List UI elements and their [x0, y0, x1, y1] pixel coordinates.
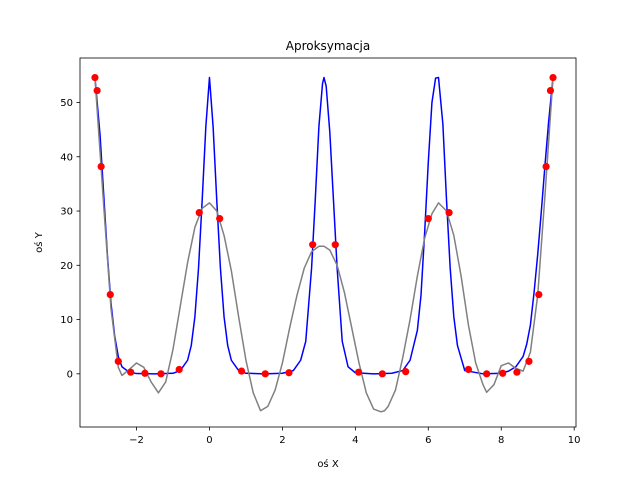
series-line-2	[94, 77, 554, 413]
plot-area	[91, 73, 557, 413]
data-point-26	[525, 357, 533, 365]
data-point-18	[378, 370, 386, 378]
data-point-11	[216, 215, 224, 223]
y-tick-label: 40	[60, 152, 73, 163]
x-tick-label: 8	[498, 435, 504, 446]
data-point-8	[157, 370, 165, 378]
data-point-23	[483, 370, 491, 378]
y-tick-label: 30	[60, 207, 73, 218]
data-point-6	[127, 368, 135, 376]
data-point-13	[261, 370, 269, 378]
data-point-28	[542, 162, 550, 171]
data-point-24	[499, 369, 507, 377]
data-point-10	[195, 209, 203, 217]
data-point-20	[424, 215, 432, 223]
x-tick-label: 10	[568, 435, 581, 446]
data-point-3	[97, 162, 105, 171]
data-point-21	[445, 209, 453, 217]
y-tick-label: 0	[67, 369, 73, 380]
data-point-7	[141, 369, 149, 377]
x-tick-label: 0	[206, 435, 212, 446]
axes-frame	[79, 57, 577, 428]
data-point-22	[464, 365, 473, 374]
x-tick-label: 6	[425, 435, 431, 446]
data-point-27	[535, 290, 543, 299]
x-tick-label: −2	[129, 435, 144, 446]
data-point-19	[402, 368, 410, 376]
data-point-17	[355, 368, 363, 376]
data-point-12	[237, 367, 246, 375]
data-point-14	[285, 369, 293, 377]
data-point-29	[546, 86, 555, 95]
x-axis-label: oś X	[317, 458, 339, 470]
y-tick-label: 50	[60, 98, 73, 109]
axis-ticks: −2 0 2 4 6 8 10 0 10 20 30 40 50	[60, 98, 580, 446]
x-tick-label: 2	[279, 435, 285, 446]
chart-title: Aproksymacja	[286, 39, 370, 53]
series-line-1	[94, 76, 554, 375]
y-axis-label: oś Y	[33, 231, 45, 253]
x-tick-label: 4	[352, 435, 358, 446]
data-point-1	[91, 73, 99, 82]
data-point-4	[106, 290, 114, 299]
data-point-15	[309, 241, 317, 249]
data-point-9	[175, 365, 183, 374]
y-tick-label: 10	[60, 315, 73, 326]
data-point-25	[513, 368, 521, 376]
data-point-30	[549, 73, 557, 82]
y-tick-label: 20	[60, 261, 73, 272]
data-point-16	[331, 241, 339, 249]
data-point-5	[114, 357, 122, 365]
data-point-2	[93, 86, 101, 95]
